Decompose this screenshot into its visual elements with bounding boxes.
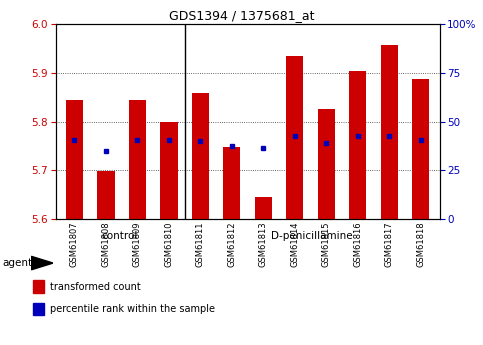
Bar [381,45,398,219]
Bar [223,147,241,219]
Bar [349,71,366,219]
Text: D-penicillamine: D-penicillamine [271,231,352,241]
Bar [33,303,44,315]
Bar [160,122,178,219]
Text: agent: agent [2,258,32,268]
Text: percentile rank within the sample: percentile rank within the sample [50,304,215,314]
Text: GDS1394 / 1375681_at: GDS1394 / 1375681_at [169,9,314,22]
Bar [33,280,44,293]
Bar [192,93,209,219]
Polygon shape [31,256,53,270]
Bar [129,100,146,219]
Bar [317,109,335,219]
Bar [66,100,83,219]
Text: control: control [101,231,138,241]
Bar [412,79,429,219]
Bar [286,56,303,219]
Bar [255,197,272,219]
Text: transformed count: transformed count [50,282,141,292]
Bar [97,171,114,219]
